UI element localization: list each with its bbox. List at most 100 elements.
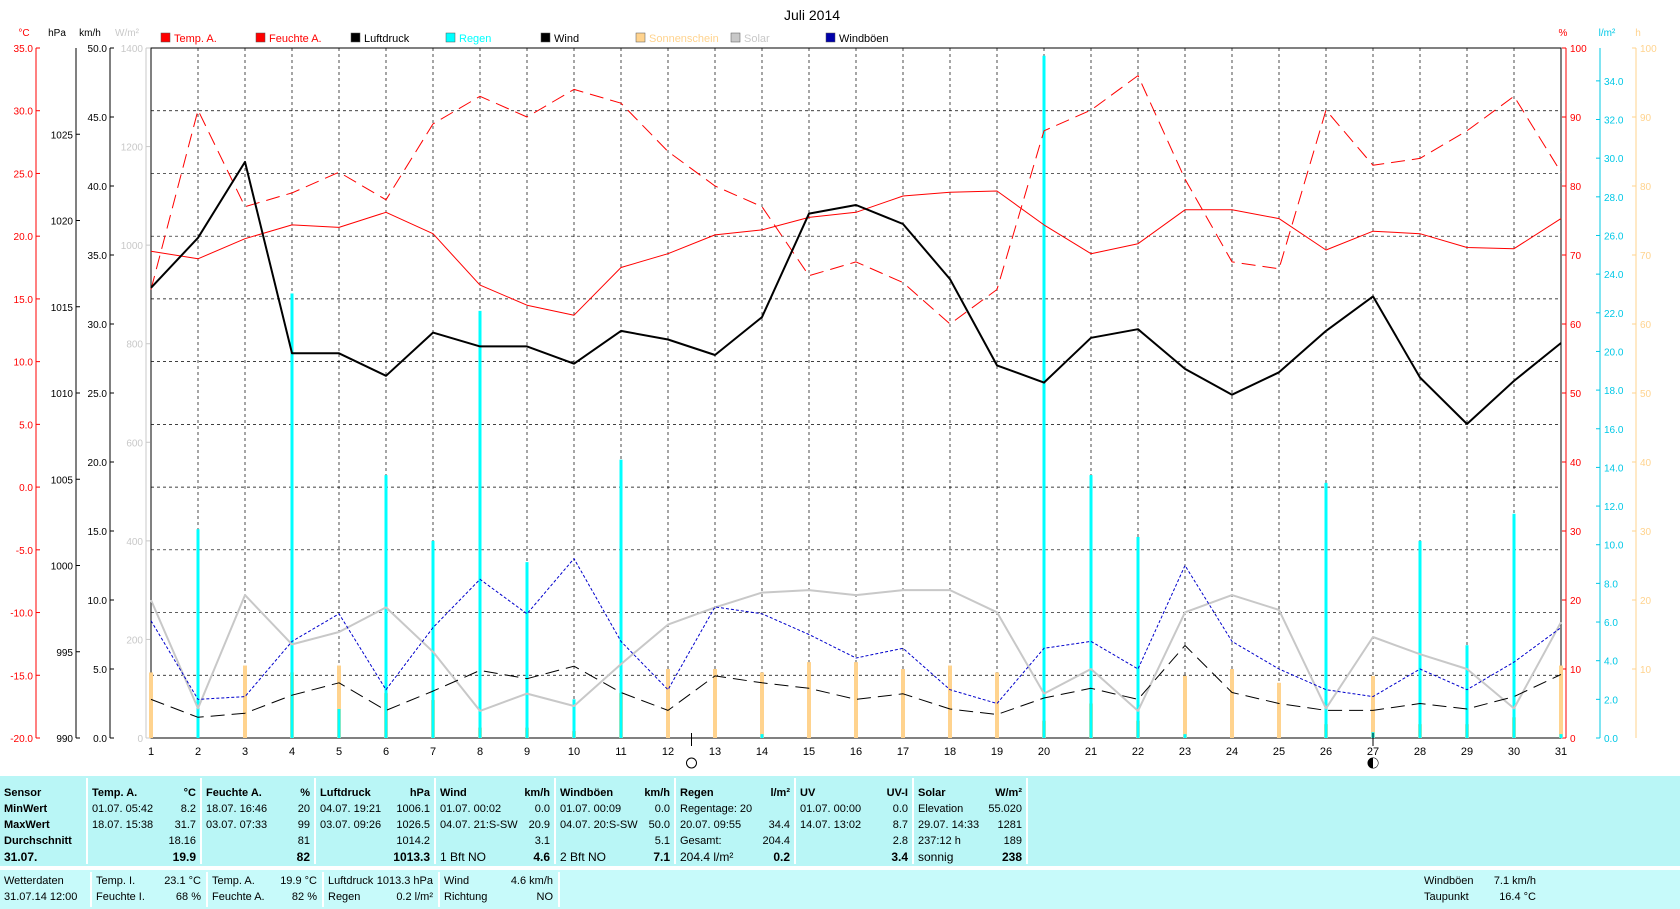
- temp-tick-label: -10.0: [10, 609, 33, 620]
- x-tick-label: 21: [1085, 746, 1097, 758]
- maxwert-label: MaxWert: [4, 819, 50, 831]
- rain-tick-label: 20.0: [1604, 347, 1624, 358]
- temp-tick-label: -5.0: [16, 546, 34, 557]
- wind-tick-label: 5.0: [93, 665, 107, 676]
- stats-cell-value: UV-I: [886, 787, 908, 799]
- solar-tick-label: 1400: [121, 44, 144, 55]
- stats-cell-value: °C: [183, 787, 196, 799]
- stats-cell-value: 2.8: [892, 835, 908, 847]
- stats-cell-label: 01.07. 05:42: [92, 803, 154, 815]
- stats-cell-value: 1006.1: [396, 803, 430, 815]
- sun-tick-label: 100: [1640, 44, 1657, 55]
- legend-swatch: [160, 32, 171, 43]
- stats-cell-value: 1281: [997, 819, 1022, 831]
- rain-tick-label: 2.0: [1604, 695, 1618, 706]
- chart-title: Juli 2014: [784, 7, 840, 23]
- stats-col-c2: Temp. A. °C 01.07. 05:42 8.2 18.07. 15:38 31.…: [88, 776, 200, 866]
- stats-cell-value: km/h: [524, 787, 550, 799]
- stats-cell-value: l/m²: [770, 787, 790, 799]
- rain-value: 0.2 l/m²: [396, 891, 433, 903]
- sunshine-bar: [1277, 682, 1281, 738]
- line-series: [150, 75, 1562, 718]
- status-title: Wetterdaten: [4, 875, 64, 887]
- stats-cell-value: 3.1: [534, 835, 550, 847]
- legend-swatch: [825, 32, 836, 43]
- stats-cell-label: Feuchte A.: [206, 787, 262, 799]
- stats-col-c6: Windböen km/h 01.07. 00:09 0.0 04.07. 20:S-S…: [556, 776, 674, 866]
- rain-bar: [760, 734, 764, 738]
- rain-bar: [572, 699, 576, 738]
- stats-cell-value: 7.1: [653, 850, 670, 864]
- sunshine-bar: [243, 665, 247, 738]
- temp-tick-label: 0.0: [19, 483, 33, 494]
- rain-bar: [1418, 540, 1422, 738]
- stats-cell-label: 04.07. 19:21: [320, 803, 382, 815]
- sunshine-bar: [995, 672, 999, 738]
- rain-bar: [1183, 734, 1187, 738]
- solar-axis-unit: W/m²: [115, 28, 140, 39]
- stats-cell-label: 18.07. 16:46: [206, 803, 268, 815]
- temp-tick-label: 10.0: [14, 358, 34, 369]
- humidity-tick-label: 10: [1570, 665, 1582, 676]
- stats-cell-label: Elevation: [918, 803, 964, 815]
- wind-tick-label: 35.0: [88, 251, 108, 262]
- sun-axis-unit: h: [1635, 28, 1641, 39]
- wind-tick-label: 15.0: [88, 527, 108, 538]
- wind-tick-label: 20.0: [88, 458, 108, 469]
- rain-bar: [431, 540, 435, 738]
- right-axes: %1009080706050403020100l/m²34.032.030.02…: [1559, 28, 1658, 745]
- gusts-label: Windböen: [1424, 875, 1474, 887]
- sun-tick-label: 50: [1640, 389, 1652, 400]
- series-luftdruck-line: [150, 160, 1562, 425]
- pressure-tick-label: 1005: [51, 475, 74, 486]
- solar-tick-label: 800: [126, 340, 143, 351]
- stats-cell-value: 1014.2: [396, 835, 430, 847]
- status-datetime: 31.07.14 12:00: [4, 891, 78, 903]
- humidity-inside-value: 68 %: [175, 891, 201, 903]
- wind-tick-label: 0.0: [93, 734, 107, 745]
- solar-tick-label: 1000: [121, 241, 144, 252]
- stats-cell-value: 50.0: [648, 819, 670, 831]
- solar-tick-label: 1200: [121, 143, 144, 154]
- stats-cell-value: 0.2: [773, 850, 790, 864]
- stats-cell-value: 81: [297, 835, 310, 847]
- stats-col-c4: Luftdruck hPa 04.07. 19:21 1006.1 03.07. 09:…: [316, 776, 434, 866]
- temp-tick-label: -20.0: [10, 734, 33, 745]
- humidity-outside-value: 82 %: [291, 891, 317, 903]
- stats-cell-value: 18.16: [168, 835, 196, 847]
- temp-tick-label: 25.0: [14, 169, 34, 180]
- stats-cell-label: Gesamt:: [680, 835, 722, 847]
- solar-tick-label: 600: [126, 438, 143, 449]
- x-tick-label: 26: [1320, 746, 1332, 758]
- pressure-tick-label: 1025: [51, 130, 74, 141]
- sun-tick-label: 10: [1640, 665, 1652, 676]
- wind-tick-label: 25.0: [88, 389, 108, 400]
- legend-swatch: [730, 32, 741, 43]
- stats-col-sensor: Sensor MinWert MaxWert Durchschnitt 31.0…: [0, 776, 86, 866]
- x-tick-label: 9: [524, 746, 530, 758]
- temp-axis-unit: °C: [18, 28, 29, 39]
- humidity-tick-label: 30: [1570, 527, 1582, 538]
- stats-cell-label: Windböen: [560, 787, 614, 799]
- stats-cell-label: Solar: [918, 787, 946, 799]
- wind-tick-label: 30.0: [88, 320, 108, 331]
- sunshine-bar: [1183, 675, 1187, 738]
- humidity-tick-label: 60: [1570, 320, 1582, 331]
- x-tick-label: 20: [1038, 746, 1050, 758]
- sensor-header: Sensor: [4, 787, 42, 799]
- stats-cell-value: W/m²: [995, 787, 1022, 799]
- x-tick-label: 17: [897, 746, 909, 758]
- x-tick-label: 6: [383, 746, 389, 758]
- stats-cell-value: 3.4: [891, 850, 908, 864]
- humidity-tick-label: 80: [1570, 182, 1582, 193]
- solar-tick-label: 0: [137, 734, 143, 745]
- humidity-outside-label: Feuchte A.: [212, 891, 265, 903]
- legend-swatch: [540, 32, 551, 43]
- stats-cell-value: hPa: [409, 787, 430, 799]
- humidity-tick-label: 100: [1570, 44, 1587, 55]
- legend-label: Wind: [554, 33, 579, 45]
- legend-label: Sonnenschein: [649, 33, 719, 45]
- legend-label: Windböen: [839, 33, 889, 45]
- temp-outside-label: Temp. A.: [212, 875, 255, 887]
- rain-bar: [290, 293, 294, 738]
